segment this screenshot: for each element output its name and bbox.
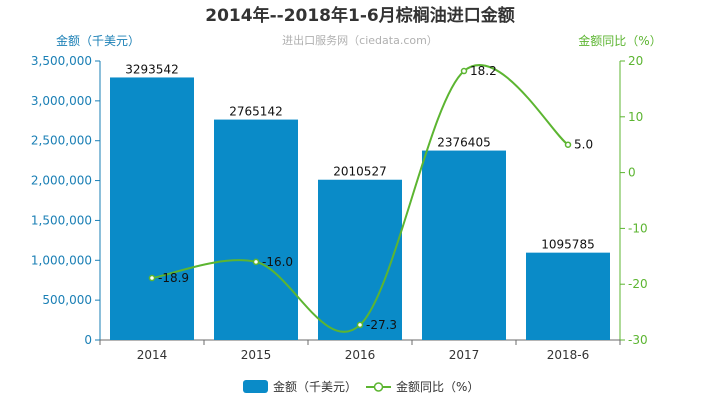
bar[interactable]	[214, 119, 298, 341]
bar-value-label: 1095785	[541, 238, 594, 252]
legend-line-label: 金额同比（%）	[396, 379, 479, 394]
chart-title: 2014年--2018年1-6月棕榈油进口金额	[205, 5, 514, 26]
legend-bar-swatch	[243, 380, 268, 393]
y-left-tick-label: 2,500,000	[31, 134, 92, 148]
yoy-line	[151, 64, 569, 333]
yoy-point[interactable]	[356, 321, 364, 329]
bar-value-label: 3293542	[125, 62, 178, 76]
yoy-value-label: 5.0	[574, 138, 593, 152]
y-left-tick-label: 2,000,000	[31, 174, 92, 188]
legend: 金额（千美元） 金额同比（%）	[243, 379, 479, 394]
bar[interactable]	[110, 77, 194, 341]
y-left-tick-label: 3,000,000	[31, 94, 92, 108]
y-left-tick-label: 1,000,000	[31, 253, 92, 267]
yoy-point[interactable]	[564, 141, 572, 148]
y-right-tick-label: -30	[628, 333, 648, 347]
y-right-tick-label: 20	[628, 54, 643, 68]
bar-value-label: 2765142	[229, 105, 282, 119]
bar[interactable]	[422, 150, 506, 340]
x-tick-label: 2016	[345, 348, 376, 362]
y-left-tick-label: 3,500,000	[31, 54, 92, 68]
bar[interactable]	[526, 252, 610, 340]
axes-layer: 0 500,000 1,000,000 1,500,000 2,000,000 2,500…	[31, 54, 648, 362]
yoy-point[interactable]	[148, 274, 156, 282]
chart-subtitle: 进出口服务网（ciedata.com）	[282, 33, 438, 47]
y-left-tick-label: 1,500,000	[31, 213, 92, 227]
bars-layer	[110, 77, 610, 341]
yoy-value-label: -27.3	[366, 318, 397, 332]
legend-line-marker	[373, 382, 384, 392]
y-left-tick-label: 500,000	[42, 293, 92, 307]
x-tick-label: 2017	[449, 348, 480, 362]
yoy-point[interactable]	[460, 67, 468, 75]
bar-labels-layer: 3293542 2765142 2010527 2376405 1095785	[125, 62, 594, 251]
y-right-axis-label: 金额同比（%）	[578, 33, 661, 48]
bar[interactable]	[318, 179, 402, 340]
yoy-value-label: 18.2	[470, 64, 497, 78]
bar-value-label: 2010527	[333, 165, 386, 179]
line-layer: -18.9 -16.0 -27.3 18.2 5.0	[148, 64, 593, 333]
y-right-tick-label: -10	[628, 221, 648, 235]
yoy-value-label: -18.9	[158, 271, 189, 285]
y-right-tick-label: 10	[628, 110, 643, 124]
y-left-axis-label: 金额（千美元）	[56, 33, 140, 48]
y-left-tick-label: 0	[84, 333, 92, 347]
yoy-value-label: -16.0	[262, 255, 293, 269]
bar-value-label: 2376405	[437, 136, 490, 150]
x-tick-label: 2014	[137, 348, 168, 362]
legend-bar-label: 金额（千美元）	[273, 379, 357, 394]
y-right-tick-label: 0	[628, 166, 636, 180]
x-tick-label: 2018-6	[547, 348, 590, 362]
yoy-point[interactable]	[252, 258, 260, 266]
x-tick-label: 2015	[241, 348, 272, 362]
y-right-tick-label: -20	[628, 277, 648, 291]
